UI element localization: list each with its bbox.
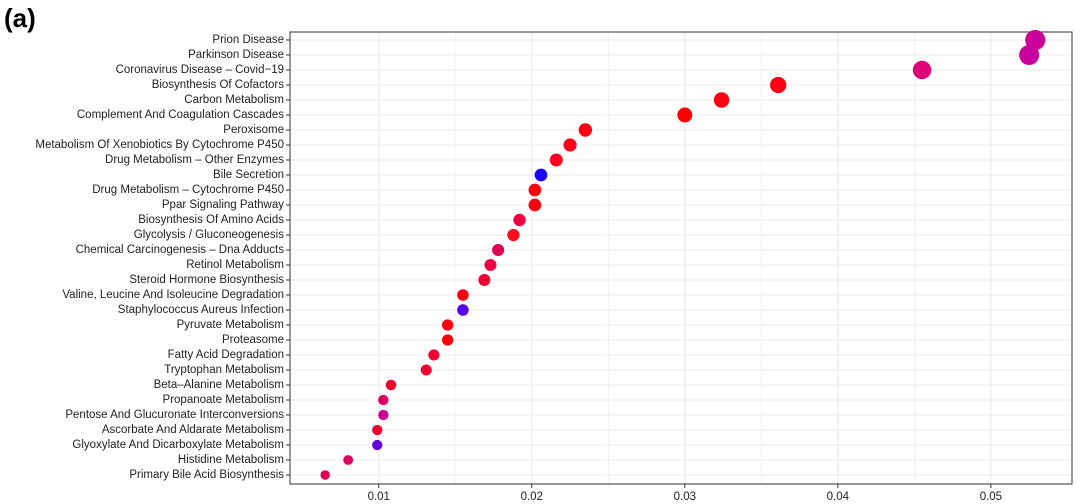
dot [770, 76, 787, 94]
x-tick-label: 0.04 [827, 491, 850, 503]
y-tick-label: Propanoate Metabolism [163, 394, 284, 406]
dot [1019, 44, 1040, 66]
y-tick-label: Parkinson Disease [188, 49, 284, 61]
y-tick-label: Carbon Metabolism [184, 94, 284, 106]
y-tick-label: Proteasome [222, 334, 284, 346]
dot [713, 92, 730, 108]
dot [528, 183, 542, 197]
x-tick-label: 0.02 [521, 491, 543, 503]
y-tick-label: Pentose And Glucuronate Interconversions [65, 409, 284, 421]
plot-border [289, 31, 1073, 485]
y-tick-label: Glyoxylate And Dicarboxylate Metabolism [72, 439, 284, 451]
y-tick-label: Drug Metabolism – Other Enzymes [105, 154, 284, 166]
dot [372, 439, 383, 451]
y-tick-label: Retinol Metabolism [186, 259, 284, 271]
panel-label: (a) [4, 3, 36, 33]
dot [563, 138, 577, 152]
y-tick-label: Drug Metabolism – Cytochrome P450 [92, 184, 284, 196]
dot [428, 349, 440, 361]
dot [320, 470, 330, 480]
dot [912, 60, 932, 80]
y-tick-label: Complement And Coagulation Cascades [77, 109, 284, 121]
dot [578, 123, 593, 137]
y-tick-label: Ascorbate And Aldarate Metabolism [102, 424, 284, 436]
x-tick-label: 0.01 [368, 491, 390, 503]
plot-background [290, 32, 1072, 484]
y-tick-label: Chemical Carcinogenesis – Dna Adducts [76, 244, 285, 256]
dot [343, 455, 354, 465]
dot [478, 274, 491, 286]
dot [484, 259, 497, 271]
dot [507, 228, 520, 242]
dot [420, 364, 432, 376]
dot [528, 198, 542, 212]
dot [372, 424, 383, 436]
y-tick-label: Metabolism Of Xenobiotics By Cytochrome … [35, 139, 284, 151]
y-tick-label: Steroid Hormone Biosynthesis [129, 274, 284, 286]
dot [457, 289, 469, 301]
dot [378, 409, 389, 421]
y-tick-label: Valine, Leucine And Isoleucine Degradati… [62, 289, 284, 301]
dot [457, 304, 469, 316]
dot [385, 379, 397, 391]
y-tick-label: Pyruvate Metabolism [177, 319, 284, 331]
y-tick-label: Biosynthesis Of Amino Acids [138, 214, 284, 226]
dot [441, 334, 454, 346]
y-tick-label: Histidine Metabolism [178, 454, 284, 466]
y-tick-label: Coronavirus Disease – Covid−19 [116, 64, 284, 76]
dot [492, 243, 505, 257]
dot [378, 394, 389, 406]
dot [513, 213, 526, 227]
y-tick-label: Primary Bile Acid Biosynthesis [129, 469, 284, 481]
x-tick-label: 0.03 [674, 491, 696, 503]
y-tick-label: Tryptophan Metabolism [164, 364, 284, 376]
dot [441, 319, 454, 331]
x-tick-label: 0.05 [980, 491, 1002, 503]
y-tick-label: Ppar Signaling Pathway [162, 199, 284, 211]
y-tick-label: Beta–Alanine Metabolism [154, 379, 284, 391]
y-tick-label: Prion Disease [212, 34, 284, 46]
y-tick-label: Peroxisome [223, 124, 284, 136]
dot [534, 168, 548, 182]
y-tick-label: Staphylococcus Aureus Infection [118, 304, 284, 316]
y-tick-label: Glycolysis / Gluconeogenesis [134, 229, 284, 241]
dot [677, 107, 693, 123]
dot [549, 153, 563, 167]
y-tick-label: Fatty Acid Degradation [168, 349, 284, 361]
y-tick-label: Bile Secretion [213, 169, 284, 181]
y-tick-label: Biosynthesis Of Cofactors [152, 79, 285, 91]
